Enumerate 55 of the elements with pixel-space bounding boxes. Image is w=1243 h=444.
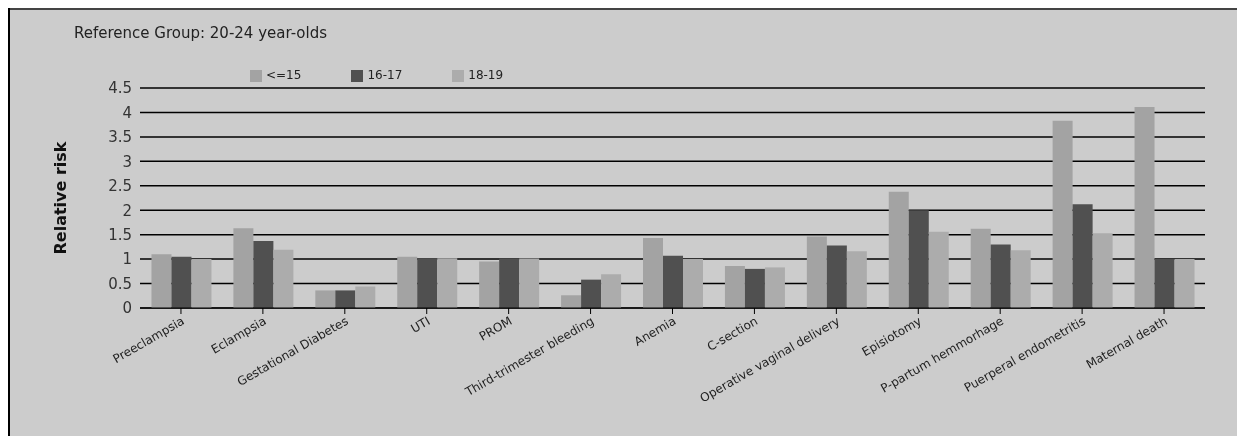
y-tick-label: 4.5 [108,79,132,98]
bar [928,231,949,308]
bar [846,251,867,308]
bar [1010,250,1031,308]
bar [744,268,765,308]
y-tick-label: 2.5 [108,177,132,196]
bar [581,279,602,308]
bar [1092,233,1113,308]
y-tick-label: 3 [122,152,132,171]
bar [171,256,192,308]
y-tick-label: 4 [122,103,132,122]
bar [417,258,438,308]
bar [519,258,540,308]
bar [643,238,664,308]
bar [601,274,622,308]
bar [253,241,274,308]
bar [191,259,212,308]
bar [908,210,929,308]
y-tick-label: 2 [122,201,132,220]
bar [683,259,704,308]
bar [1052,120,1073,308]
bar [335,290,356,308]
bar [561,295,582,308]
bar [806,236,827,308]
bar [315,290,336,308]
legend-label: 18-19 [468,68,504,82]
x-tick-label: UTI [408,313,433,336]
bar [437,258,458,308]
bar [1134,107,1155,308]
legend-label: 16-17 [367,68,403,82]
bar [151,254,172,308]
bar [970,228,991,308]
bar [990,244,1011,308]
bar [1174,259,1195,308]
bar [355,286,376,308]
bar [663,255,684,308]
y-tick-label: 0 [122,299,132,318]
bar [479,261,500,308]
bar [1072,204,1093,308]
bar [499,258,520,308]
y-tick-label: 0.5 [108,274,132,293]
chart-title: Reference Group: 20-24 year-olds [74,24,328,42]
bar [273,249,294,308]
y-tick-label: 1 [122,250,132,269]
y-tick-label: 1.5 [108,225,132,244]
bar [826,245,847,308]
legend-label: <=15 [266,68,302,82]
bar [233,228,254,308]
bar [764,267,785,308]
bar [1154,259,1175,308]
bar [397,256,418,308]
y-axis-title: Relative risk [50,141,70,255]
bar [724,265,745,308]
bar [888,191,909,308]
y-tick-label: 3.5 [108,128,132,147]
